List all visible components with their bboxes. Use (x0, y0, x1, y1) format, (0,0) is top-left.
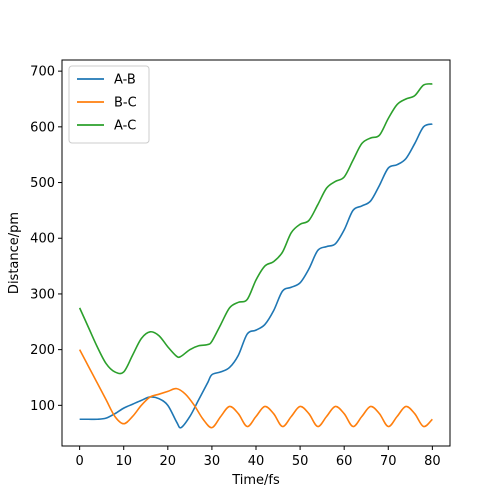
x-axis-ticks: 0 10 20 30 40 50 60 70 80 (75, 446, 441, 469)
legend-label: B-C (114, 96, 137, 111)
plot-lines (78, 83, 433, 429)
y-tick-label: 300 (30, 287, 55, 302)
y-tick-label: 500 (30, 176, 55, 191)
legend-label: A-B (114, 73, 136, 88)
y-tick-label: 600 (30, 120, 55, 135)
series-line-b-c (78, 349, 433, 429)
y-tick-label: 200 (30, 343, 55, 358)
x-tick-label: 40 (248, 454, 265, 469)
y-tick-label: 100 (30, 399, 55, 414)
y-tick-label: 700 (30, 65, 55, 80)
x-tick-label: 0 (75, 454, 83, 469)
x-axis-label: Time/fs (231, 473, 280, 488)
x-tick-label: 30 (204, 454, 221, 469)
x-tick-label: 70 (380, 454, 397, 469)
y-axis-ticks: 100 200 300 400 500 600 700 (30, 65, 62, 414)
x-tick-label: 80 (424, 454, 441, 469)
x-tick-label: 50 (292, 454, 309, 469)
x-tick-label: 10 (115, 454, 132, 469)
y-tick-label: 400 (30, 232, 55, 247)
y-axis-label: Distance/pm (7, 212, 22, 294)
legend: A-B B-C A-C (68, 65, 150, 144)
series-line-a-b (79, 123, 433, 429)
x-tick-label: 60 (336, 454, 353, 469)
legend-box (68, 65, 150, 144)
x-tick-label: 20 (160, 454, 177, 469)
series-line-a-c (78, 83, 433, 375)
legend-label: A-C (114, 119, 136, 134)
